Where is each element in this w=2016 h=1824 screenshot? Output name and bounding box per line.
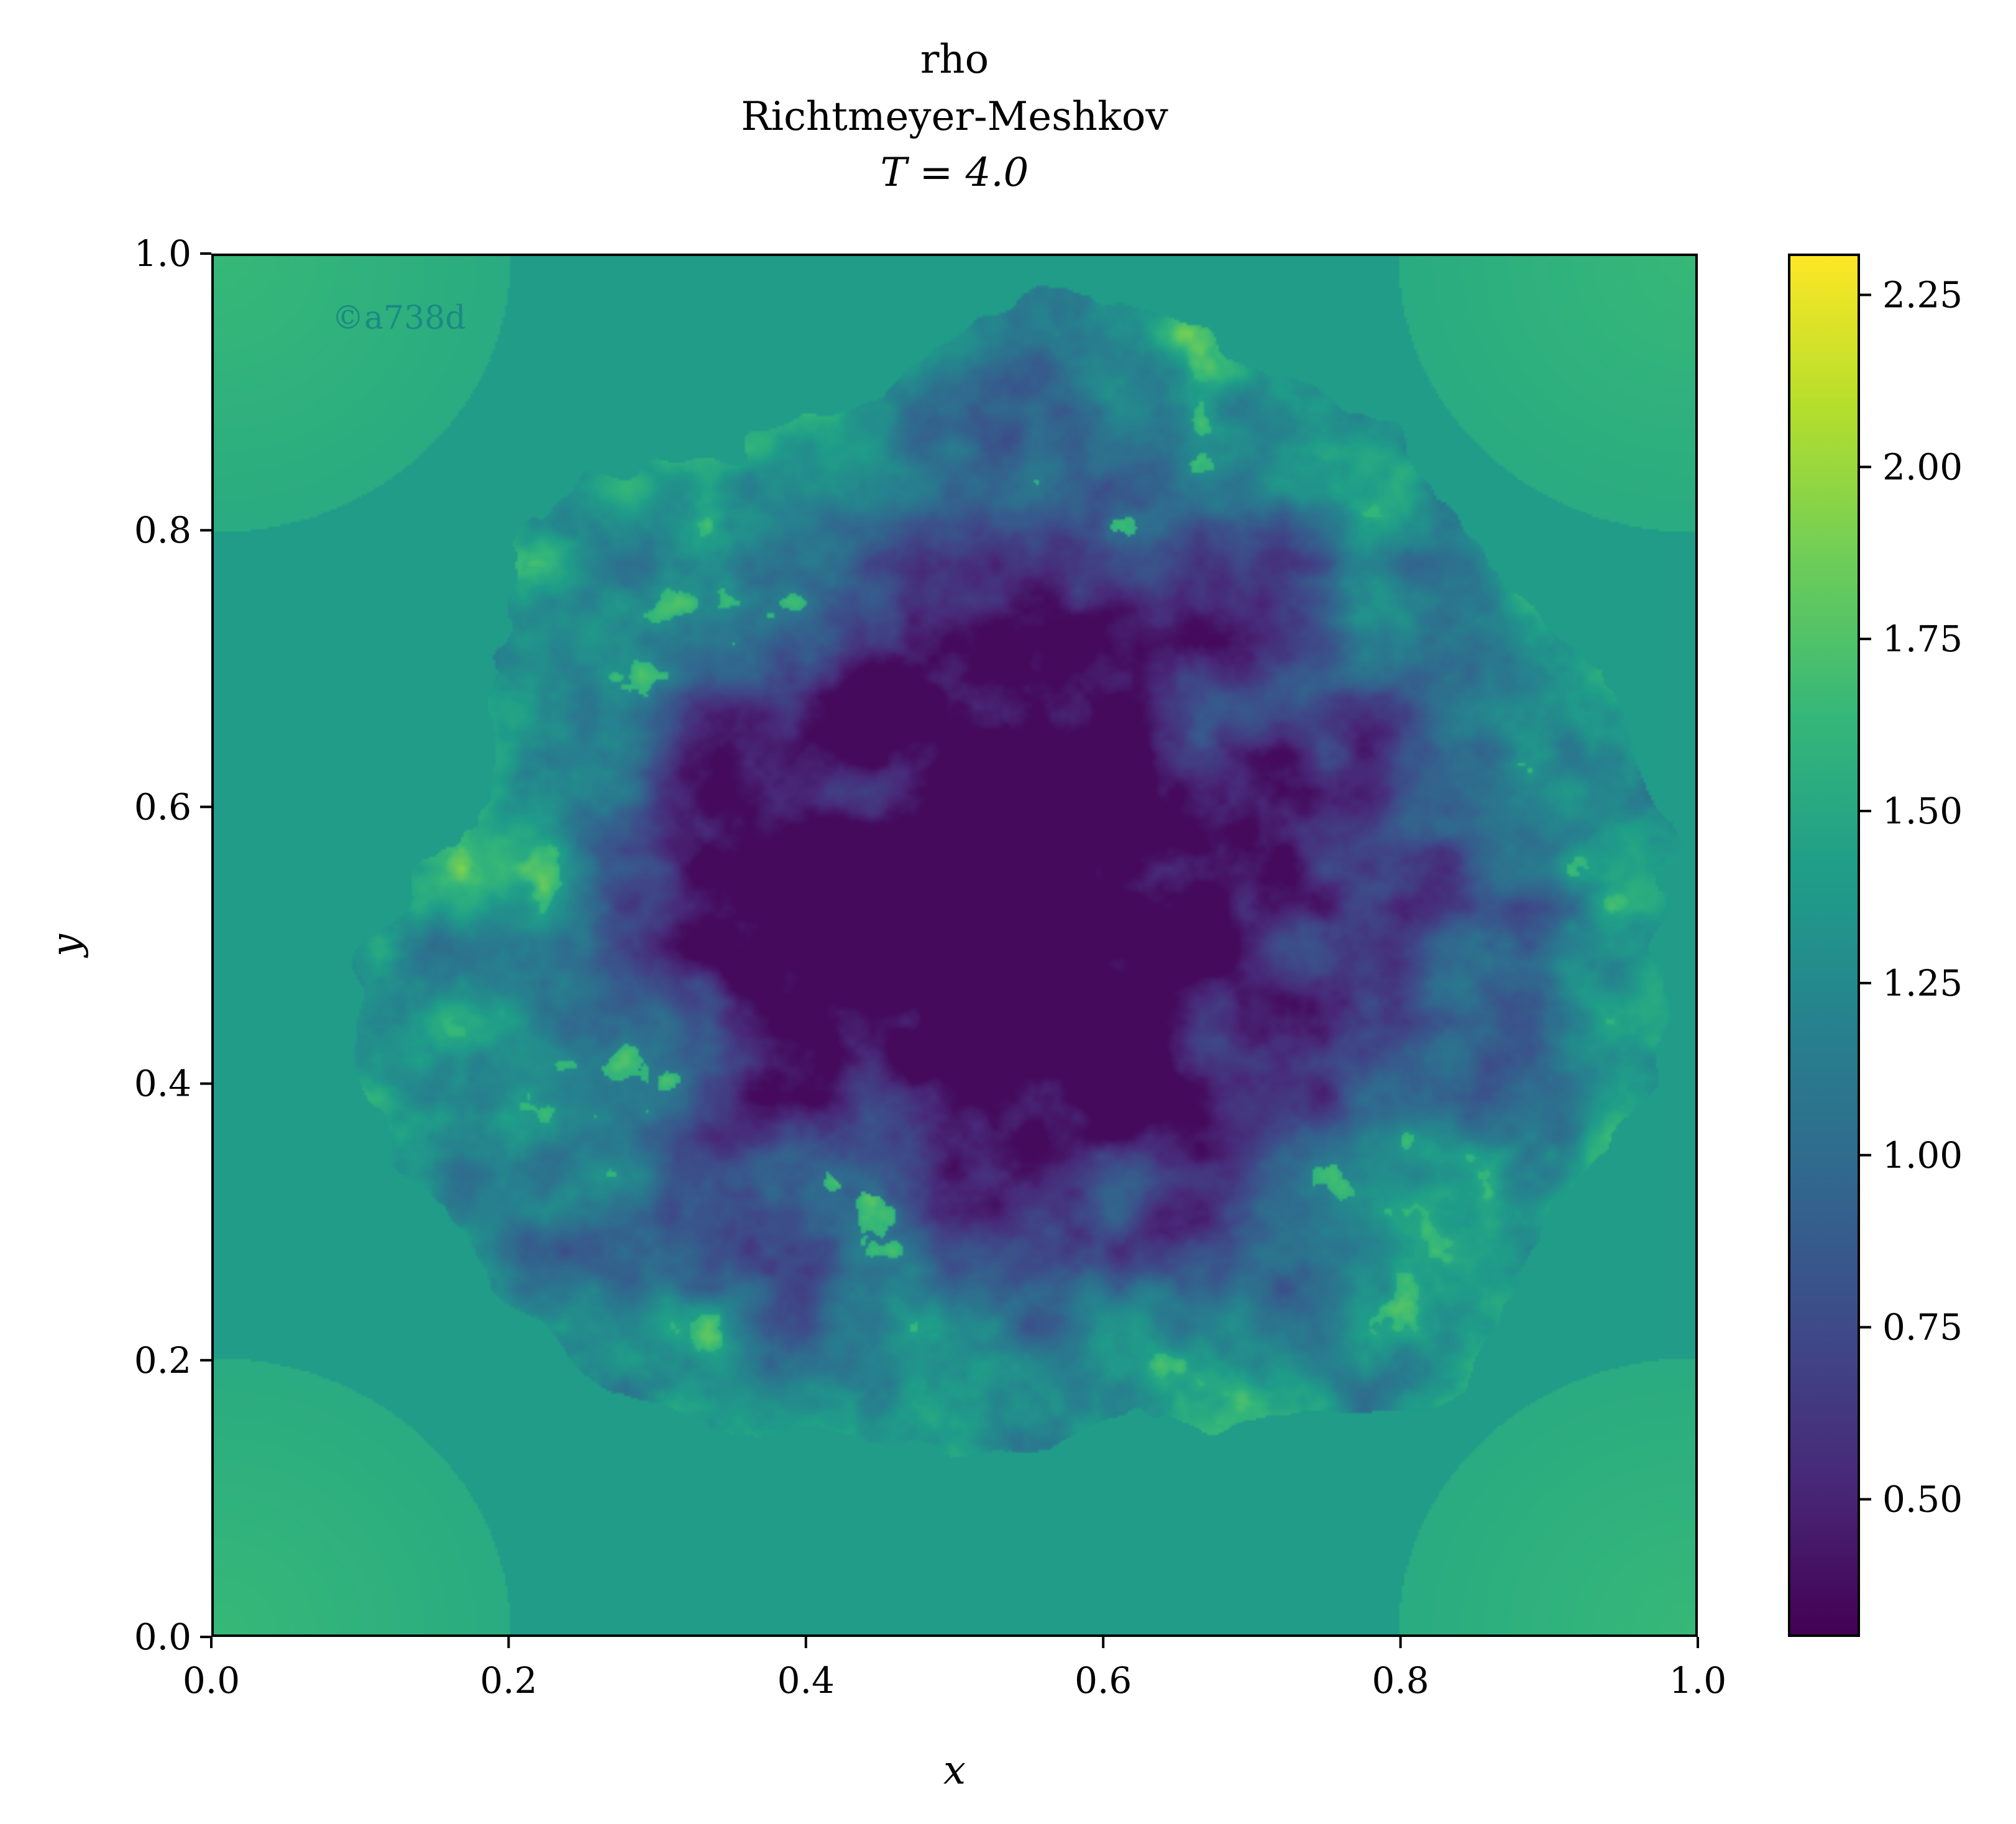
y-tick-label: 0.4 [134,1063,191,1105]
x-tick-label: 0.0 [183,1659,240,1702]
chart-title-line-2: Richtmeyer-Meshkov [741,94,1168,140]
x-axis-label: x [943,1748,966,1794]
colorbar-tick-label: 1.50 [1882,790,1963,832]
y-tick-label: 0.2 [134,1339,191,1382]
colorbar-tick-label: 1.00 [1882,1134,1963,1176]
y-tick-label: 0.0 [134,1616,191,1658]
x-tick-label: 0.2 [480,1659,537,1702]
chart-title-line-1: rho [920,37,989,83]
x-tick-label: 1.0 [1669,1659,1726,1702]
y-tick-label: 1.0 [134,232,191,275]
y-tick-label: 0.8 [134,509,191,551]
plot-area: ©a738d [211,254,1698,1637]
colorbar-tick-label: 1.75 [1882,618,1963,660]
watermark: ©a738d [332,300,466,337]
colorbar [1788,254,1860,1637]
y-tick-label: 0.6 [134,786,191,828]
chart-title-line-3: T = 4.0 [880,150,1029,196]
x-tick-label: 0.8 [1372,1659,1429,1702]
density-heatmap [214,256,1695,1634]
colorbar-tick-label: 0.50 [1882,1478,1963,1521]
x-tick-label: 0.6 [1074,1659,1132,1702]
y-axis-label: y [44,933,89,958]
colorbar-tick-label: 2.00 [1882,446,1963,488]
x-tick-label: 0.4 [777,1659,835,1702]
colorbar-tick-label: 1.25 [1882,962,1963,1004]
colorbar-tick-label: 0.75 [1882,1306,1963,1349]
colorbar-tick-label: 2.25 [1882,273,1963,316]
